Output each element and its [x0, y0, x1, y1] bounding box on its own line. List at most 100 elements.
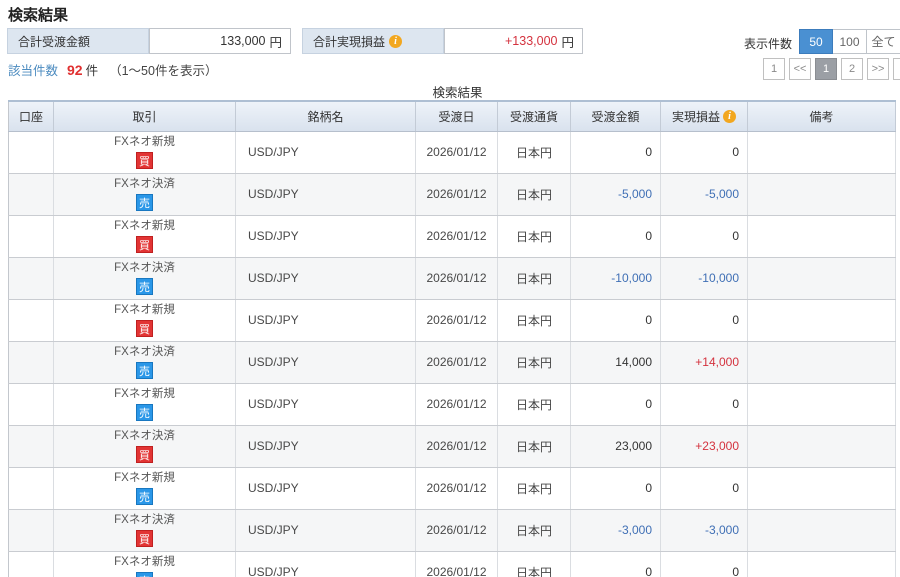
cell-amount: 0 — [570, 383, 661, 426]
cell-date: 2026/01/12 — [415, 467, 498, 510]
cell-trade: FXネオ新規 売 — [53, 383, 236, 426]
side-badge: 買 — [136, 236, 153, 253]
cell-note — [747, 215, 896, 258]
cell-symbol: USD/JPY — [235, 215, 416, 258]
cell-currency: 日本円 — [497, 215, 571, 258]
cell-note — [747, 509, 896, 552]
cell-trade: FXネオ新規 買 — [53, 215, 236, 258]
info-icon[interactable]: i — [389, 34, 403, 48]
cell-date: 2026/01/12 — [415, 383, 498, 426]
cell-date: 2026/01/12 — [415, 341, 498, 384]
pagination-button[interactable]: 1 — [763, 58, 785, 80]
total-realized-pl-label: 合計実現損益 i — [302, 28, 444, 54]
cell-trade: FXネオ新規 買 — [53, 131, 236, 174]
cell-currency: 日本円 — [497, 173, 571, 216]
column-header: 実現損益 i — [660, 100, 748, 132]
display-count-selector: 50 100 全て — [799, 29, 900, 54]
cell-account — [8, 299, 54, 342]
cell-account — [8, 131, 54, 174]
display-count-option[interactable]: 全て — [867, 29, 900, 54]
side-badge: 買 — [136, 530, 153, 547]
cell-note — [747, 299, 896, 342]
cell-realized-pl: 0 — [660, 383, 748, 426]
cell-trade: FXネオ新規 買 — [53, 299, 236, 342]
cell-realized-pl: +14,000 — [660, 341, 748, 384]
result-count-line: 該当件数 92 件 （1～50件を表示） — [8, 60, 217, 79]
cell-note — [747, 425, 896, 468]
column-header: 受渡金額 — [570, 100, 661, 132]
table-row: FXネオ新規 買 USD/JPY 2026/01/12 日本円 0 0 — [8, 131, 896, 174]
pagination-button[interactable]: 1 — [815, 58, 837, 80]
cell-trade: FXネオ新規 売 — [53, 551, 236, 577]
info-icon[interactable]: i — [723, 109, 736, 123]
table-row: FXネオ新規 買 USD/JPY 2026/01/12 日本円 0 0 — [8, 215, 896, 258]
cell-account — [8, 341, 54, 384]
cell-note — [747, 131, 896, 174]
cell-note — [747, 257, 896, 300]
total-realized-pl-value: +133,000 円 — [444, 28, 583, 54]
yen-unit: 円 — [561, 35, 574, 50]
side-badge: 買 — [136, 320, 153, 337]
cell-realized-pl: 0 — [660, 215, 748, 258]
cell-date: 2026/01/12 — [415, 215, 498, 258]
cell-note — [747, 341, 896, 384]
table-row: FXネオ決済 買 USD/JPY 2026/01/12 日本円 -3,000 -… — [8, 509, 896, 552]
cell-date: 2026/01/12 — [415, 131, 498, 174]
cell-amount: 14,000 — [570, 341, 661, 384]
column-header: 取引 — [53, 100, 236, 132]
table-row: FXネオ決済 売 USD/JPY 2026/01/12 日本円 14,000 +… — [8, 341, 896, 384]
pagination-button[interactable]: << — [789, 58, 811, 80]
cell-trade: FXネオ決済 売 — [53, 257, 236, 300]
column-header: 受渡通貨 — [497, 100, 571, 132]
column-header: 備考 — [747, 100, 896, 132]
cell-symbol: USD/JPY — [235, 467, 416, 510]
cell-account — [8, 467, 54, 510]
pagination-button[interactable]: >> — [867, 58, 889, 80]
cell-amount: 0 — [570, 467, 661, 510]
display-count-option[interactable]: 100 — [833, 29, 867, 54]
pagination: 1<<12>>2 — [763, 58, 900, 80]
cell-trade: FXネオ決済 買 — [53, 509, 236, 552]
cell-currency: 日本円 — [497, 383, 571, 426]
table-row: FXネオ決済 売 USD/JPY 2026/01/12 日本円 -10,000 … — [8, 257, 896, 300]
result-range: （1～50件を表示） — [109, 64, 218, 78]
cell-realized-pl: 0 — [660, 299, 748, 342]
cell-symbol: USD/JPY — [235, 425, 416, 468]
cell-amount: 0 — [570, 131, 661, 174]
result-count-number: 92 — [67, 62, 83, 78]
cell-symbol: USD/JPY — [235, 131, 416, 174]
cell-date: 2026/01/12 — [415, 509, 498, 552]
cell-note — [747, 383, 896, 426]
cell-trade: FXネオ決済 売 — [53, 341, 236, 384]
cell-realized-pl: -5,000 — [660, 173, 748, 216]
cell-date: 2026/01/12 — [415, 425, 498, 468]
table-row: FXネオ新規 売 USD/JPY 2026/01/12 日本円 0 0 — [8, 467, 896, 510]
cell-symbol: USD/JPY — [235, 173, 416, 216]
side-badge: 売 — [136, 488, 153, 505]
pagination-button[interactable]: 2 — [893, 58, 900, 80]
cell-symbol: USD/JPY — [235, 257, 416, 300]
cell-trade: FXネオ決済 売 — [53, 173, 236, 216]
cell-currency: 日本円 — [497, 131, 571, 174]
display-count-option[interactable]: 50 — [799, 29, 833, 54]
cell-symbol: USD/JPY — [235, 509, 416, 552]
side-badge: 売 — [136, 194, 153, 211]
cell-realized-pl: 0 — [660, 551, 748, 577]
cell-realized-pl: 0 — [660, 131, 748, 174]
cell-amount: 0 — [570, 551, 661, 577]
cell-realized-pl: -3,000 — [660, 509, 748, 552]
table-row: FXネオ決済 売 USD/JPY 2026/01/12 日本円 -5,000 -… — [8, 173, 896, 216]
side-badge: 売 — [136, 278, 153, 295]
cell-symbol: USD/JPY — [235, 299, 416, 342]
cell-account — [8, 257, 54, 300]
result-count-label: 該当件数 — [8, 64, 59, 78]
table-header-row: 口座 取引 銘柄名 受渡日 受渡通貨 受渡金額 実現損益 i 備考 — [8, 100, 896, 132]
pagination-button[interactable]: 2 — [841, 58, 863, 80]
column-header: 受渡日 — [415, 100, 498, 132]
side-badge: 売 — [136, 404, 153, 421]
table-body: FXネオ新規 買 USD/JPY 2026/01/12 日本円 0 0 FXネオ… — [8, 131, 896, 577]
cell-amount: -3,000 — [570, 509, 661, 552]
cell-trade: FXネオ決済 買 — [53, 425, 236, 468]
cell-symbol: USD/JPY — [235, 383, 416, 426]
